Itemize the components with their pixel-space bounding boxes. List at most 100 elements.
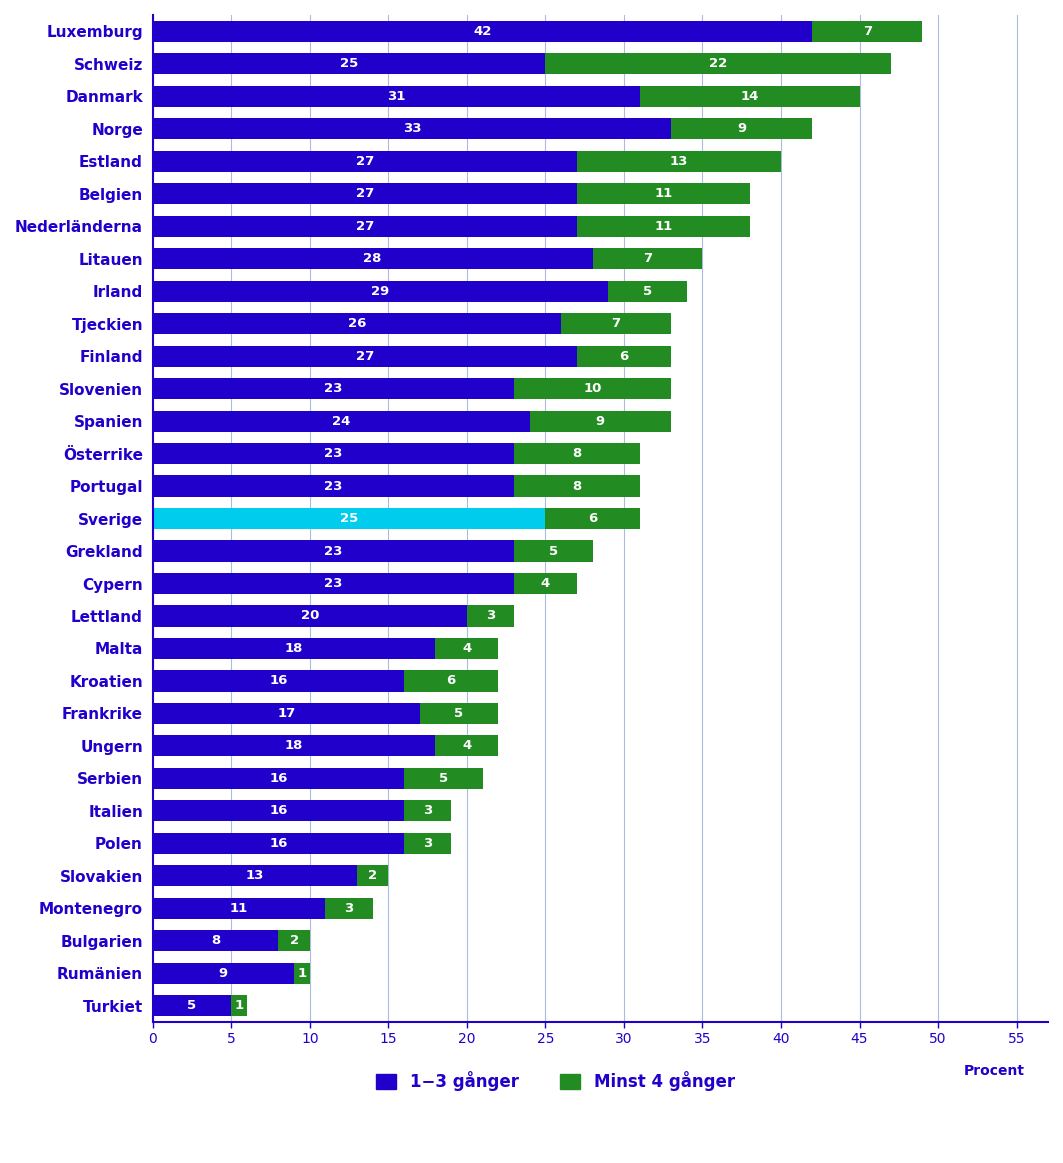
Bar <box>153 865 357 886</box>
Bar <box>608 280 687 301</box>
Bar <box>153 638 436 659</box>
Bar <box>153 508 545 529</box>
Text: 33: 33 <box>403 122 421 135</box>
Text: 11: 11 <box>654 187 672 200</box>
Bar <box>153 735 436 756</box>
Bar <box>592 248 703 269</box>
Text: 1: 1 <box>298 966 306 980</box>
Bar <box>404 833 451 854</box>
Bar <box>153 86 640 107</box>
Bar <box>153 702 420 725</box>
Text: 13: 13 <box>246 870 264 883</box>
Text: 9: 9 <box>737 122 746 135</box>
Bar <box>153 21 812 42</box>
Text: 8: 8 <box>572 479 581 493</box>
Bar <box>577 345 671 366</box>
Bar <box>153 833 404 854</box>
Bar <box>153 411 529 431</box>
Bar <box>436 638 499 659</box>
Text: 10: 10 <box>584 383 602 395</box>
Text: 23: 23 <box>324 447 342 461</box>
Text: 28: 28 <box>364 252 382 265</box>
Text: 22: 22 <box>709 57 727 70</box>
Text: 8: 8 <box>210 934 220 948</box>
Bar <box>420 702 499 725</box>
Bar <box>153 476 514 497</box>
Bar <box>153 606 467 627</box>
Bar <box>514 573 577 594</box>
Text: 27: 27 <box>356 220 374 233</box>
Bar <box>325 898 373 919</box>
Bar <box>153 898 325 919</box>
Text: 3: 3 <box>344 901 354 915</box>
Bar <box>279 930 309 951</box>
Bar <box>577 215 749 237</box>
Text: 31: 31 <box>387 90 405 102</box>
Text: 16: 16 <box>269 675 288 687</box>
Bar <box>153 800 404 821</box>
Text: 6: 6 <box>588 512 597 525</box>
Text: 2: 2 <box>368 870 377 883</box>
Text: 5: 5 <box>549 544 558 557</box>
Bar <box>436 735 499 756</box>
Text: 29: 29 <box>371 285 390 298</box>
Text: 27: 27 <box>356 155 374 167</box>
Bar <box>467 606 514 627</box>
Bar <box>153 280 608 301</box>
Bar <box>153 215 577 237</box>
Bar <box>153 313 561 334</box>
Bar <box>404 768 483 789</box>
Bar <box>404 670 499 692</box>
Bar <box>640 86 860 107</box>
Text: 6: 6 <box>446 675 456 687</box>
Text: 24: 24 <box>332 414 351 428</box>
Text: 3: 3 <box>423 837 433 850</box>
Text: 8: 8 <box>572 447 581 461</box>
Text: 9: 9 <box>595 414 605 428</box>
Bar <box>153 378 514 399</box>
Text: 20: 20 <box>301 609 319 622</box>
Bar <box>153 996 232 1016</box>
Bar <box>514 443 640 464</box>
Text: 27: 27 <box>356 187 374 200</box>
Bar <box>357 865 388 886</box>
Bar <box>577 183 749 205</box>
Text: 17: 17 <box>277 707 296 720</box>
Text: 13: 13 <box>670 155 688 167</box>
Bar <box>232 996 247 1016</box>
Bar <box>514 476 640 497</box>
Bar <box>545 508 640 529</box>
Legend: 1−3 gånger, Minst 4 gånger: 1−3 gånger, Minst 4 gånger <box>368 1063 743 1099</box>
Bar <box>153 768 404 789</box>
Bar <box>153 248 592 269</box>
Text: 25: 25 <box>340 57 358 70</box>
Text: 5: 5 <box>439 772 448 785</box>
Bar <box>529 411 671 431</box>
Bar <box>404 800 451 821</box>
Bar <box>514 541 592 562</box>
Bar <box>153 541 514 562</box>
Bar <box>153 963 294 984</box>
Text: 7: 7 <box>611 317 621 330</box>
Text: 9: 9 <box>219 966 227 980</box>
Bar <box>153 573 514 594</box>
Text: 16: 16 <box>269 805 288 818</box>
Bar <box>153 119 671 140</box>
Text: 5: 5 <box>187 999 197 1012</box>
Text: 14: 14 <box>741 90 759 102</box>
Text: 5: 5 <box>643 285 652 298</box>
Text: 5: 5 <box>455 707 463 720</box>
Text: 3: 3 <box>486 609 495 622</box>
Text: 16: 16 <box>269 772 288 785</box>
Text: 4: 4 <box>541 577 550 590</box>
Text: 23: 23 <box>324 544 342 557</box>
Bar <box>812 21 923 42</box>
Text: 11: 11 <box>230 901 249 915</box>
Text: 27: 27 <box>356 350 374 363</box>
Bar <box>153 53 545 74</box>
Text: 23: 23 <box>324 479 342 493</box>
Bar <box>153 183 577 205</box>
Bar <box>294 963 309 984</box>
Bar <box>577 151 781 172</box>
Bar <box>561 313 671 334</box>
